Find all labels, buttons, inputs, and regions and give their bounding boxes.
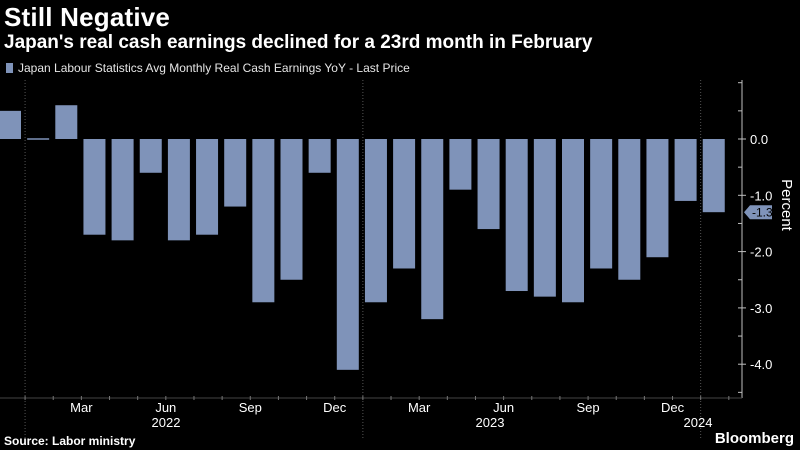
y-tick-label: -1.0 [750,188,772,203]
legend-swatch [6,63,13,73]
chart-subtitle: Japan's real cash earnings declined for … [4,32,593,53]
bar [393,139,416,269]
last-price-label: -1.3 [752,206,773,220]
x-tick-label: Dec [323,400,347,415]
y-tick-label: 0.0 [750,132,768,147]
bar [111,139,134,241]
bar [224,139,247,207]
bar [533,139,556,297]
y-tick-label: -3.0 [750,301,772,316]
bar [83,139,106,235]
bar [618,139,641,280]
source-note: Source: Labor ministry [4,434,136,448]
bar [196,139,219,235]
chart-title: Still Negative [4,2,171,32]
x-tick-label: Jun [155,400,176,415]
x-tick-label: Sep [239,400,262,415]
bloomberg-logo: Bloomberg [714,430,794,447]
bar [562,139,584,303]
x-tick-label: Mar [70,400,93,415]
bar [280,139,303,280]
bar [421,139,444,320]
x-year-label: 2024 [684,415,713,430]
bar [505,139,528,292]
x-tick-label: Mar [408,400,431,415]
bar [674,139,697,201]
x-tick-label: Dec [661,400,685,415]
bar [139,139,162,173]
y-axis-title: Percent [778,179,795,232]
x-year-label: 2023 [476,415,505,430]
x-tick-label: Sep [577,400,600,415]
legend-label: Japan Labour Statistics Avg Monthly Real… [18,61,410,75]
bar [646,139,669,258]
bar [0,110,21,139]
bar [55,105,78,139]
bar [702,139,725,213]
legend: Japan Labour Statistics Avg Monthly Real… [6,61,410,75]
y-tick-label: -2.0 [750,245,772,260]
x-year-label: 2022 [152,415,181,430]
bar [590,139,613,269]
bar [167,139,190,241]
bar [364,139,387,303]
x-tick-label: Jun [493,400,514,415]
bar [308,139,331,173]
bar [252,139,275,303]
bar [449,139,472,190]
bar [477,139,500,230]
bar [27,138,50,140]
y-tick-label: -4.0 [750,357,772,372]
last-price-tag [744,205,772,220]
bar [336,139,359,370]
